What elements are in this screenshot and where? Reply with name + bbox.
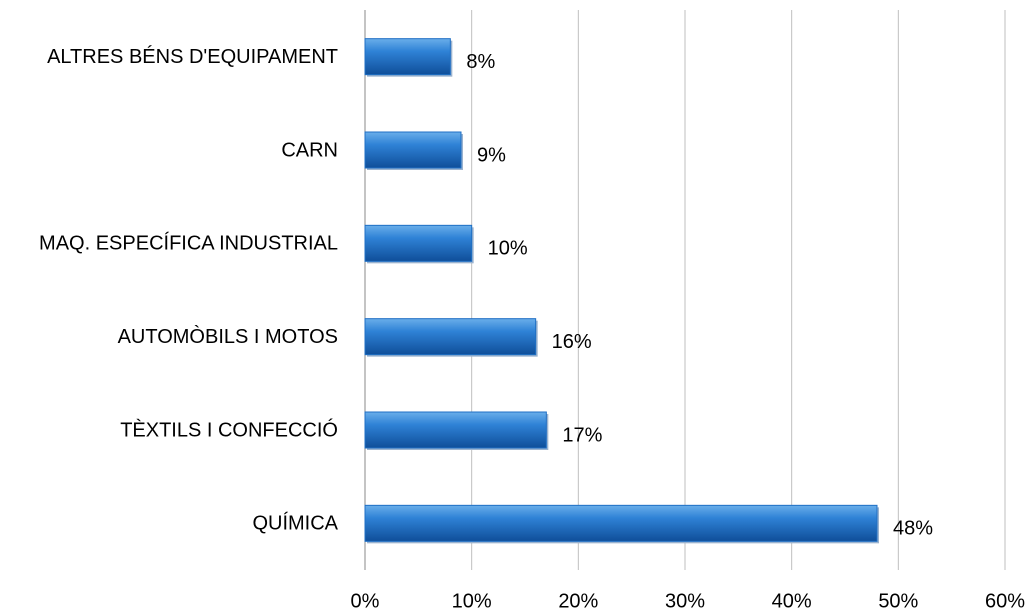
x-tick-label: 0%: [351, 590, 380, 612]
data-label: 9%: [477, 144, 506, 166]
x-tick-label: 50%: [878, 590, 918, 612]
y-tick-label: QUÍMICA: [252, 512, 338, 535]
data-label: 8%: [466, 51, 495, 73]
bar: [364, 38, 451, 76]
data-label: 16%: [552, 331, 592, 353]
data-label: 48%: [893, 518, 933, 540]
y-tick-label: MAQ. ESPECÍFICA INDUSTRIAL: [39, 232, 338, 255]
x-tick-label: 30%: [665, 590, 705, 612]
bar: [364, 411, 547, 449]
data-label: 17%: [562, 424, 602, 446]
x-tick-label: 40%: [772, 590, 812, 612]
data-label: 10%: [488, 238, 528, 260]
y-tick-label: ALTRES BÉNS D'EQUIPAMENT: [47, 45, 338, 68]
y-tick-label: TÈXTILS I CONFECCIÓ: [120, 418, 338, 441]
x-tick-label: 60%: [985, 590, 1025, 612]
bar: [364, 504, 878, 542]
bar: [364, 318, 537, 356]
bar: [364, 224, 473, 262]
y-tick-label: CARN: [281, 139, 338, 161]
x-tick-label: 20%: [558, 590, 598, 612]
bar: [364, 131, 462, 169]
x-tick-label: 10%: [452, 590, 492, 612]
y-tick-label: AUTOMÒBILS I MOTOS: [118, 325, 338, 348]
